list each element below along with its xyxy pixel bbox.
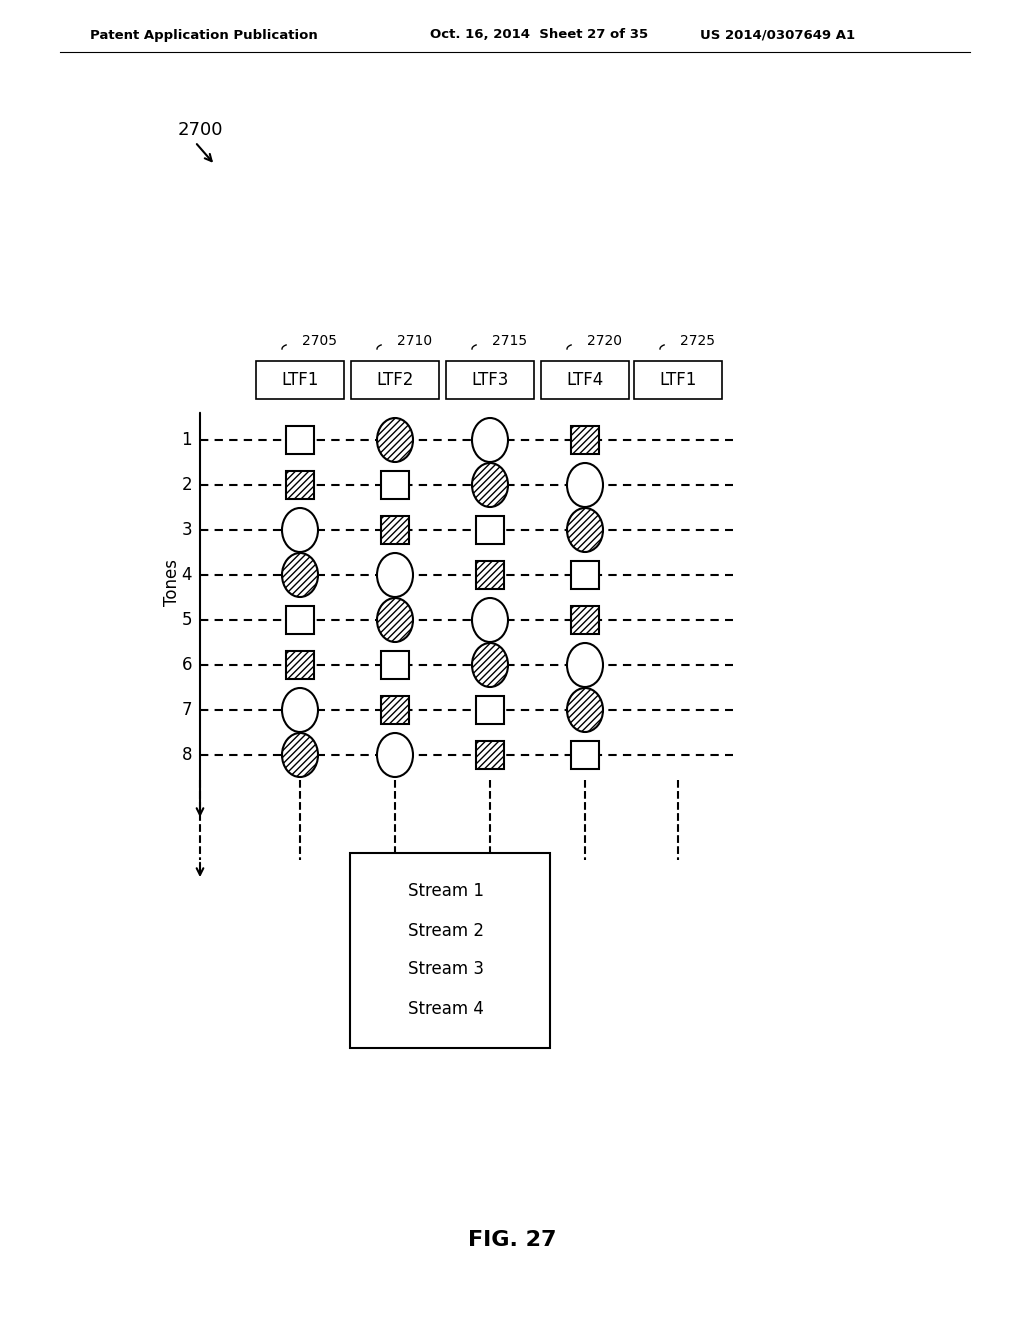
Text: 2725: 2725: [680, 334, 715, 348]
Text: 2715: 2715: [492, 334, 527, 348]
Text: Stream 1: Stream 1: [408, 883, 484, 900]
Ellipse shape: [360, 986, 396, 1031]
Bar: [381, 696, 409, 723]
Text: LTF2: LTF2: [376, 371, 414, 389]
Text: 1: 1: [181, 432, 193, 449]
Bar: [364, 878, 392, 906]
Text: LTF3: LTF3: [471, 371, 509, 389]
Text: 7: 7: [181, 701, 193, 719]
Bar: [476, 561, 504, 589]
Text: Stream 3: Stream 3: [408, 961, 484, 978]
Bar: [476, 696, 504, 723]
Ellipse shape: [282, 553, 318, 597]
Ellipse shape: [282, 688, 318, 733]
Bar: [286, 471, 314, 499]
Text: 2: 2: [181, 477, 193, 494]
Bar: [446, 360, 534, 399]
Bar: [381, 516, 409, 544]
Bar: [541, 360, 629, 399]
Bar: [634, 360, 722, 399]
Text: 3: 3: [181, 521, 193, 539]
Bar: [571, 561, 599, 589]
Text: 2710: 2710: [397, 334, 432, 348]
Text: US 2014/0307649 A1: US 2014/0307649 A1: [700, 29, 855, 41]
Text: 2720: 2720: [587, 334, 622, 348]
Bar: [256, 360, 344, 399]
Text: 4: 4: [181, 566, 193, 583]
Bar: [286, 426, 314, 454]
Ellipse shape: [377, 733, 413, 777]
Ellipse shape: [567, 508, 603, 552]
Ellipse shape: [377, 553, 413, 597]
Bar: [571, 606, 599, 634]
Ellipse shape: [360, 948, 396, 991]
Ellipse shape: [377, 418, 413, 462]
Ellipse shape: [567, 688, 603, 733]
Bar: [286, 606, 314, 634]
Text: 6: 6: [181, 656, 193, 675]
Bar: [351, 360, 439, 399]
Text: Oct. 16, 2014  Sheet 27 of 35: Oct. 16, 2014 Sheet 27 of 35: [430, 29, 648, 41]
Bar: [286, 651, 314, 678]
Text: Stream 2: Stream 2: [408, 921, 484, 940]
Text: 5: 5: [181, 611, 193, 630]
Bar: [571, 426, 599, 454]
Ellipse shape: [472, 643, 508, 686]
Text: LTF1: LTF1: [282, 371, 318, 389]
Ellipse shape: [377, 598, 413, 642]
Bar: [381, 471, 409, 499]
Bar: [364, 916, 392, 945]
Bar: [571, 741, 599, 770]
Ellipse shape: [567, 643, 603, 686]
Text: FIG. 27: FIG. 27: [468, 1230, 556, 1250]
Ellipse shape: [282, 733, 318, 777]
Text: 8: 8: [181, 746, 193, 764]
Text: Patent Application Publication: Patent Application Publication: [90, 29, 317, 41]
Text: 2700: 2700: [178, 121, 223, 139]
Bar: [350, 853, 550, 1048]
Ellipse shape: [472, 598, 508, 642]
Text: LTF4: LTF4: [566, 371, 603, 389]
Ellipse shape: [472, 463, 508, 507]
Text: Stream 4: Stream 4: [408, 999, 484, 1018]
Text: 2705: 2705: [302, 334, 337, 348]
Bar: [476, 741, 504, 770]
Ellipse shape: [282, 508, 318, 552]
Bar: [476, 516, 504, 544]
Text: Tones: Tones: [163, 558, 181, 606]
Ellipse shape: [472, 418, 508, 462]
Ellipse shape: [567, 463, 603, 507]
Text: LTF1: LTF1: [659, 371, 696, 389]
Bar: [381, 651, 409, 678]
